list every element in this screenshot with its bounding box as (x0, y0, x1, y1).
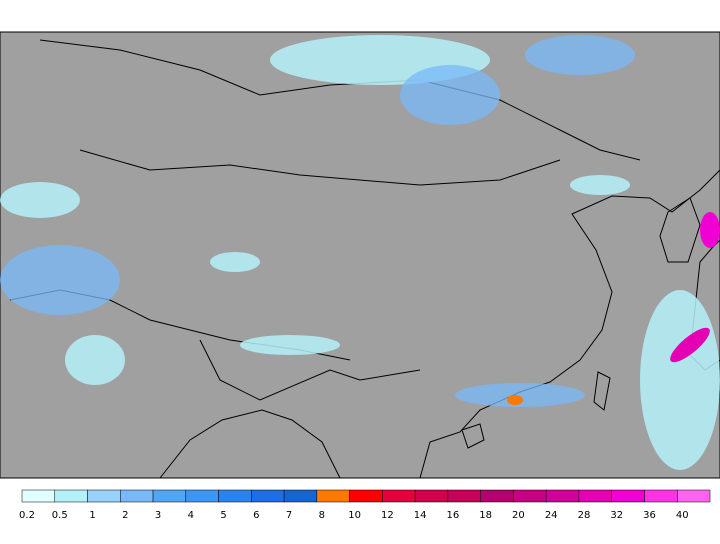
legend-label: 7 (286, 510, 292, 521)
legend-label: 5 (220, 510, 226, 521)
legend-label: 14 (414, 510, 427, 521)
legend-label: 2 (122, 510, 128, 521)
legend-swatch (251, 489, 285, 503)
legend-label: 8 (319, 510, 325, 521)
legend-label: 36 (643, 510, 656, 521)
legend-label: 18 (479, 510, 492, 521)
legend-swatch (578, 489, 612, 503)
legend-swatch (349, 489, 383, 503)
legend-swatch (218, 489, 252, 503)
bay-of-bengal (158, 409, 341, 479)
land (0, 31, 720, 479)
legend-label: 3 (155, 510, 161, 521)
legend-label: 32 (610, 510, 623, 521)
sea (419, 169, 720, 479)
legend-label: 12 (381, 510, 394, 521)
legend-swatch (120, 489, 154, 503)
legend-swatch (185, 489, 219, 503)
legend-swatch (54, 489, 88, 503)
legend-swatch (87, 489, 121, 503)
precipitation (0, 35, 720, 470)
legend-swatch (513, 489, 547, 503)
legend: 0.2 0.5 1 2 3 4 5 6 7 8 10 12 14 16 18 20 24 28 32 36 40 (19, 489, 711, 521)
legend-label: 1 (89, 510, 95, 521)
taiwan (593, 371, 611, 411)
legend-swatch (676, 489, 711, 503)
legend-swatch (480, 489, 514, 503)
legend-label: 6 (253, 510, 259, 521)
legend-swatch (545, 489, 580, 503)
legend-swatch (316, 489, 350, 503)
legend-label: 0.5 (52, 510, 68, 521)
legend-swatch (283, 489, 318, 503)
legend-swatch (644, 489, 678, 503)
legend-label: 28 (578, 510, 591, 521)
legend-swatch (447, 489, 481, 503)
legend-label: 24 (545, 510, 558, 521)
korea (659, 197, 701, 263)
legend-label: 40 (676, 510, 689, 521)
legend-label: 10 (348, 510, 361, 521)
legend-label: 16 (447, 510, 460, 521)
legend-swatch (611, 489, 645, 503)
legend-label: 20 (512, 510, 525, 521)
legend-label: 4 (188, 510, 194, 521)
legend-swatch (414, 489, 449, 503)
hainan (461, 423, 485, 449)
legend-swatch (21, 489, 56, 503)
legend-swatch (152, 489, 187, 503)
legend-swatch (382, 489, 416, 503)
legend-label: 0.2 (19, 510, 35, 521)
